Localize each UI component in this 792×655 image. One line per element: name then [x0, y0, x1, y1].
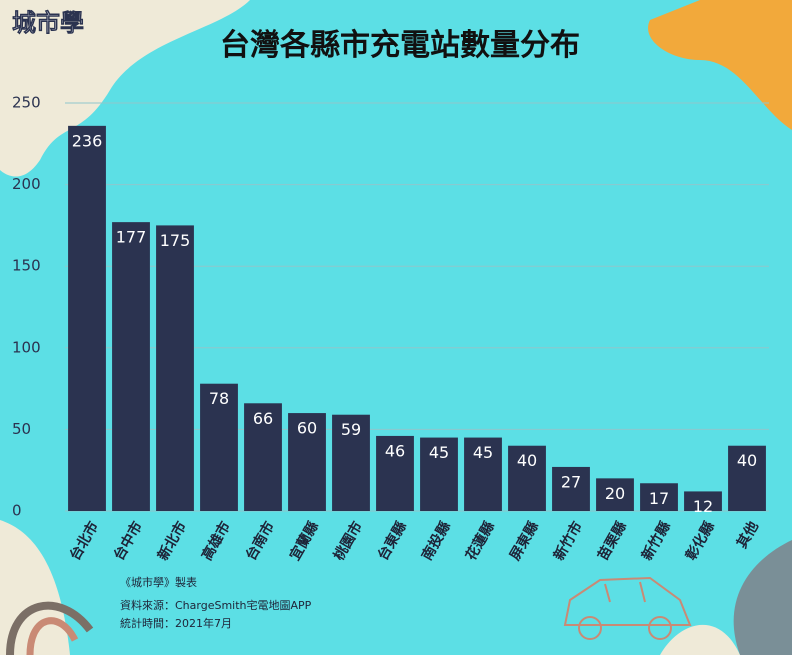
value-label: 45: [473, 443, 493, 462]
value-label: 78: [209, 389, 229, 408]
value-label: 20: [605, 484, 625, 503]
bar: [420, 437, 458, 511]
value-label: 17: [649, 489, 669, 508]
bar: [640, 483, 678, 511]
y-tick-label: 150: [12, 257, 41, 275]
bar: [112, 222, 150, 512]
bar: [552, 466, 590, 511]
logo: 城市學: [12, 9, 84, 37]
value-label: 236: [72, 131, 103, 150]
value-label: 66: [253, 409, 273, 428]
bar: [244, 403, 282, 511]
value-label: 40: [737, 451, 757, 470]
x-tick-label: 台中市: [110, 519, 146, 564]
bar: [200, 383, 238, 511]
bar: [376, 435, 414, 511]
bar: [464, 437, 502, 511]
value-label: 59: [341, 420, 361, 439]
bar: [596, 478, 634, 511]
x-tick-label: 新竹縣: [638, 519, 674, 564]
y-tick-label: 0: [12, 502, 22, 520]
value-label: 60: [297, 419, 317, 438]
x-tick-label: 桃園市: [330, 519, 366, 564]
value-label: 175: [160, 231, 191, 250]
note: 資料來源：ChargeSmith宅電地圖APP: [120, 598, 312, 612]
x-tick-label: 新北市: [154, 519, 190, 564]
value-label: 40: [517, 451, 537, 470]
x-tick-label: 台東縣: [374, 519, 410, 564]
x-tick-label: 高雄市: [198, 519, 234, 564]
x-tick-label: 新竹市: [550, 519, 586, 564]
x-tick-label: 宜蘭縣: [286, 519, 322, 564]
value-label: 12: [693, 497, 713, 516]
bar: [332, 414, 370, 511]
y-tick-label: 50: [12, 420, 31, 438]
y-tick-label: 200: [12, 175, 41, 193]
bar: [684, 491, 722, 511]
chart-title: 台灣各縣市充電站數量分布: [220, 28, 580, 63]
note: 《城市學》製表: [120, 575, 197, 589]
x-tick-label: 台南市: [242, 519, 278, 564]
x-tick-label: 台北市: [66, 519, 102, 564]
y-tick-label: 100: [12, 338, 41, 356]
note: 統計時間：2021年7月: [120, 616, 232, 630]
x-tick-label: 苗栗縣: [594, 519, 630, 564]
bar: [728, 445, 766, 511]
x-tick-label: 彰化縣: [682, 519, 718, 564]
value-label: 45: [429, 443, 449, 462]
bar: [68, 125, 106, 512]
x-tick-label: 屏東縣: [506, 519, 542, 564]
x-tick-label: 其他: [733, 519, 762, 552]
x-tick-label: 南投縣: [418, 519, 454, 564]
value-label: 177: [116, 228, 147, 247]
bar: [156, 225, 194, 511]
x-tick-label: 花蓮縣: [462, 519, 498, 564]
value-label: 27: [561, 472, 581, 491]
y-tick-label: 250: [12, 94, 41, 112]
bar: [288, 413, 326, 511]
value-label: 46: [385, 441, 405, 460]
bar: [508, 445, 546, 511]
